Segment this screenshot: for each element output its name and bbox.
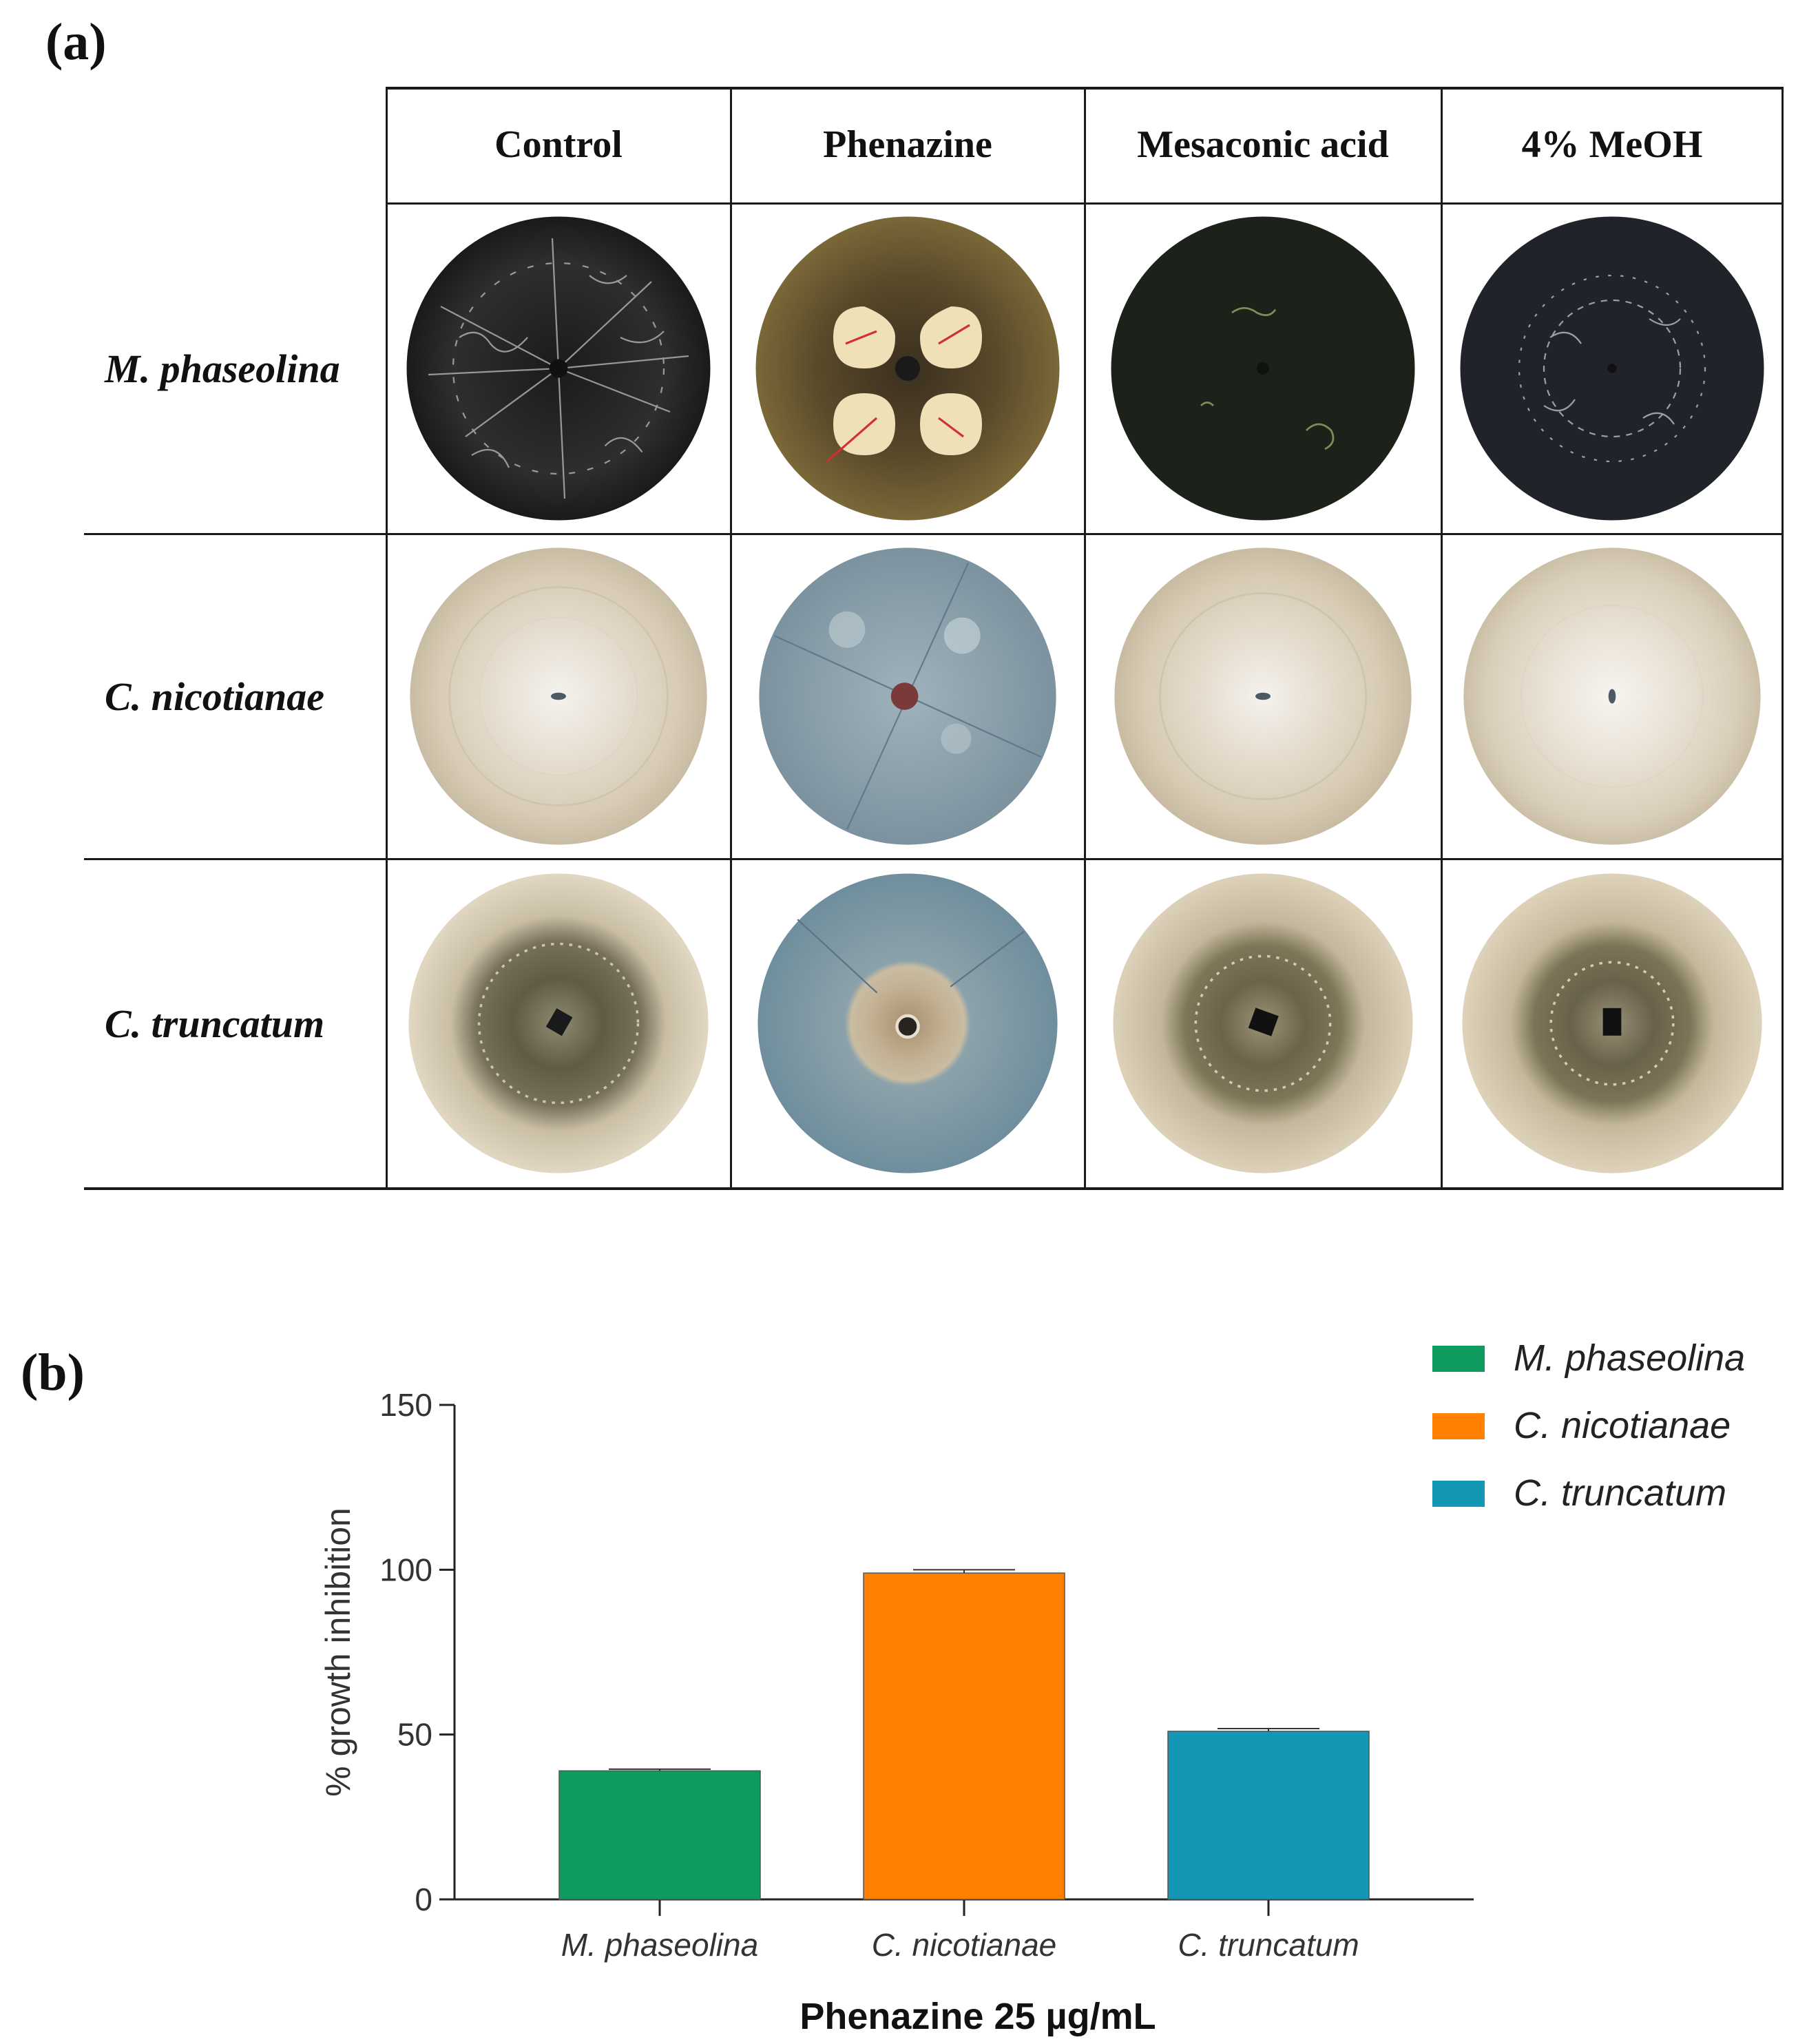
y-axis-title: % growth inhibition bbox=[319, 1508, 357, 1797]
panel-b-label: (b) bbox=[21, 1344, 85, 1401]
legend-swatch bbox=[1432, 1481, 1485, 1507]
plate-image bbox=[759, 548, 1056, 845]
col-header-phenazine: Phenazine bbox=[823, 123, 992, 166]
x-tick-label: C. nicotianae bbox=[872, 1927, 1057, 1963]
col-line-3 bbox=[1441, 87, 1443, 1190]
row1-bottom-line bbox=[84, 533, 1784, 535]
plate-image bbox=[1113, 873, 1413, 1174]
bar bbox=[1167, 1731, 1370, 1900]
plate-c-truncatum-phenazine bbox=[731, 859, 1084, 1187]
y-tick-label: 150 bbox=[379, 1387, 432, 1423]
x-tick-label: C. truncatum bbox=[1178, 1927, 1359, 1963]
plate-c-nicotianae-phenazine bbox=[731, 534, 1084, 858]
bar bbox=[558, 1770, 761, 1900]
col-header-meoh: 4% MeOH bbox=[1521, 123, 1703, 166]
plate-image bbox=[1463, 548, 1761, 845]
row2-bottom-line bbox=[84, 858, 1784, 860]
plate-m-phaseolina-control bbox=[387, 204, 730, 533]
plate-c-nicotianae-mesaconic-acid bbox=[1085, 534, 1441, 858]
plate-image bbox=[758, 873, 1058, 1174]
plate-c-truncatum-control bbox=[387, 859, 730, 1187]
bar bbox=[863, 1572, 1065, 1900]
row-header-c-nicotianae: C. nicotianae bbox=[105, 674, 325, 719]
plate-c-nicotianae-meoh bbox=[1442, 534, 1782, 858]
row-header-m-phaseolina: M. phaseolina bbox=[105, 346, 340, 391]
col-line-1 bbox=[730, 87, 732, 1190]
chart-svg: 0 50 100 150 M. phaseolina C. nicotianae C. t… bbox=[319, 1337, 1745, 2037]
plate-m-phaseolina-mesaconic-acid bbox=[1085, 204, 1441, 533]
bars bbox=[558, 1569, 1370, 1900]
bar-chart: 0 50 100 150 M. phaseolina C. nicotianae C. t… bbox=[0, 1308, 1818, 2044]
col-line-2 bbox=[1084, 87, 1086, 1190]
col-line-4 bbox=[1782, 87, 1784, 1190]
col-line-0 bbox=[386, 87, 388, 1190]
plate-image bbox=[755, 216, 1060, 521]
plate-m-phaseolina-meoh bbox=[1442, 204, 1782, 533]
legend-label: C. truncatum bbox=[1514, 1472, 1726, 1514]
plate-image bbox=[406, 216, 711, 521]
plate-c-nicotianae-control bbox=[387, 534, 730, 858]
plate-m-phaseolina-phenazine bbox=[731, 204, 1084, 533]
plate-image bbox=[408, 873, 709, 1174]
table-bottom-line bbox=[84, 1187, 1784, 1190]
plate-image bbox=[410, 548, 707, 845]
col-header-control: Control bbox=[494, 123, 623, 166]
col-header-mesaconic-acid: Mesaconic acid bbox=[1137, 123, 1389, 166]
x-axis: M. phaseolina C. nicotianae C. truncatum bbox=[454, 1898, 1474, 1963]
x-tick-label: M. phaseolina bbox=[561, 1927, 758, 1963]
legend: M. phaseolina C. nicotianae C. truncatum bbox=[1432, 1337, 1745, 1514]
legend-label: C. nicotianae bbox=[1514, 1405, 1731, 1446]
y-tick-label: 100 bbox=[379, 1552, 432, 1587]
plate-image bbox=[1462, 873, 1762, 1174]
plate-c-truncatum-meoh bbox=[1442, 859, 1782, 1187]
row-header-c-truncatum: C. truncatum bbox=[105, 1001, 325, 1046]
plate-c-truncatum-mesaconic-acid bbox=[1085, 859, 1441, 1187]
plate-image bbox=[1114, 548, 1412, 845]
legend-label: M. phaseolina bbox=[1514, 1337, 1745, 1379]
x-axis-title: Phenazine 25 µg/mL bbox=[800, 1996, 1156, 2037]
panel-a-label: (a) bbox=[45, 13, 107, 71]
legend-swatch bbox=[1432, 1413, 1485, 1439]
plate-image-table: Control Phenazine Mesaconic acid 4% MeOH… bbox=[84, 87, 1784, 1190]
plate-image bbox=[1111, 216, 1415, 521]
y-axis: 0 50 100 150 bbox=[379, 1387, 456, 1917]
legend-swatch bbox=[1432, 1346, 1485, 1372]
plate-image bbox=[1460, 216, 1764, 521]
y-tick-label: 50 bbox=[397, 1717, 432, 1753]
y-tick-label: 0 bbox=[415, 1881, 432, 1917]
